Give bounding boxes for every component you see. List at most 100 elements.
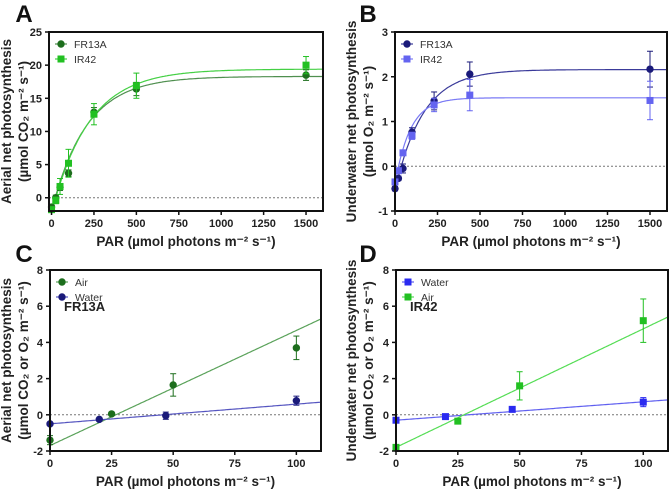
y-tick-label: -2 (379, 446, 389, 458)
y-tick-label: 6 (37, 301, 43, 313)
x-tick-label: 100 (287, 458, 305, 470)
x-tick-label: 50 (514, 458, 526, 470)
x-tick-label: 100 (634, 458, 652, 470)
data-point (466, 70, 474, 78)
data-point (52, 196, 60, 204)
data-point (95, 415, 103, 424)
data-point (48, 206, 56, 214)
data-point (56, 182, 64, 190)
panel-letter: C (15, 241, 32, 268)
y-tick-label: 4 (37, 337, 44, 349)
x-tick-label: 250 (428, 218, 446, 230)
y-tick-label: 2 (37, 374, 43, 386)
x-axis-title: PAR (µmol photons m⁻² s⁻¹) (96, 474, 275, 489)
data-point (508, 405, 516, 413)
data-point (107, 410, 116, 418)
data-point (394, 167, 402, 175)
y-tick-label: -1 (378, 206, 388, 218)
data-point (466, 91, 474, 99)
x-tick-label: 1000 (209, 218, 233, 230)
legend-marker (57, 55, 65, 63)
x-tick-label: 750 (170, 218, 188, 230)
data-point (90, 110, 98, 118)
x-axis-title: PAR (µmol photons m⁻² s⁻¹) (442, 474, 621, 489)
fit-line-water (396, 399, 668, 421)
y-tick-label: 25 (30, 27, 42, 39)
plot-frame (395, 269, 669, 452)
data-point (646, 96, 654, 104)
y-axis-title: (µmol O₂ m⁻² s⁻¹) (361, 66, 376, 177)
x-tick-label: 75 (575, 458, 587, 470)
x-tick-label: 1500 (638, 218, 662, 230)
y-tick-label: 8 (383, 265, 389, 277)
x-tick-label: 750 (513, 218, 531, 230)
legend-marker (403, 55, 411, 63)
x-tick-label: 50 (167, 458, 179, 470)
series-ir42 (48, 56, 310, 214)
x-tick-label: 500 (471, 218, 489, 230)
x-tick-label: 0 (47, 458, 53, 470)
legend-label: Water (75, 292, 103, 304)
legend-label: FR13A (420, 39, 453, 51)
legend-label: Water (421, 277, 449, 289)
legend-label: IR42 (420, 54, 442, 66)
x-tick-label: 25 (105, 458, 117, 470)
fit-line-ir42 (395, 97, 667, 185)
legend-marker (403, 40, 411, 48)
data-point (169, 381, 177, 389)
data-point (302, 71, 310, 79)
x-tick-label: 75 (229, 458, 241, 470)
data-point (399, 149, 407, 157)
x-tick-label: 500 (127, 218, 145, 230)
y-tick-label: 5 (36, 160, 42, 172)
y-tick-label: 2 (382, 72, 388, 84)
data-point (132, 82, 140, 90)
y-tick-label: 0 (36, 193, 42, 205)
data-point (646, 65, 654, 73)
panel-annotation: FR13A (64, 299, 106, 314)
y-axis-title: Aerial net photosynthesis (0, 278, 14, 443)
legend-label: Air (421, 292, 434, 304)
panel-letter: B (359, 1, 376, 28)
data-point (292, 396, 301, 405)
y-tick-label: 6 (383, 301, 389, 313)
panel-letter: D (359, 241, 376, 268)
x-tick-label: 0 (48, 218, 54, 230)
x-tick-label: 0 (393, 458, 399, 470)
legend-marker (57, 40, 65, 48)
y-tick-label: 0 (382, 161, 388, 173)
y-tick-label: 20 (30, 60, 42, 72)
y-axis-title: Underwater net photosynthesis (344, 21, 359, 223)
x-tick-label: 250 (85, 218, 103, 230)
panel-c: C 0 25 50 75 100 -2 0 2 4 6 8 PAR (µmol photons m⁻² … (0, 241, 322, 489)
fit-line-fr13a (50, 75, 323, 211)
fit-line-fr13a (395, 69, 667, 192)
fit-line-air (396, 316, 668, 448)
plot-frame (49, 269, 322, 452)
series-air (392, 298, 647, 451)
panel-a: A 0 250 500 750 1000 1250 1500 0 5 10 15 20 25 PAR (µm… (0, 1, 324, 249)
data-point (639, 398, 647, 406)
series-ir42 (391, 78, 654, 186)
x-tick-label: 1000 (553, 218, 577, 230)
y-axis-title: (µmol CO₂ m⁻² s⁻¹) (16, 61, 31, 182)
data-point (430, 101, 438, 109)
data-point (162, 412, 170, 420)
fit-line-water (50, 401, 321, 425)
fit-line-ir42 (51, 68, 323, 211)
data-point (292, 344, 301, 352)
legend-marker (404, 293, 412, 301)
x-tick-label: 1500 (294, 218, 318, 230)
y-tick-label: 0 (37, 410, 43, 422)
y-tick-label: 4 (383, 337, 390, 349)
series-fr13a (391, 50, 654, 193)
y-axis-title: Underwater net photosynthesis (344, 260, 359, 462)
x-tick-label: 1250 (251, 218, 275, 230)
series-air (46, 335, 301, 446)
data-point (516, 382, 524, 390)
y-tick-label: 3 (382, 27, 388, 39)
x-tick-label: 25 (452, 458, 464, 470)
y-tick-label: 10 (30, 126, 42, 138)
series-fr13a (47, 69, 310, 211)
